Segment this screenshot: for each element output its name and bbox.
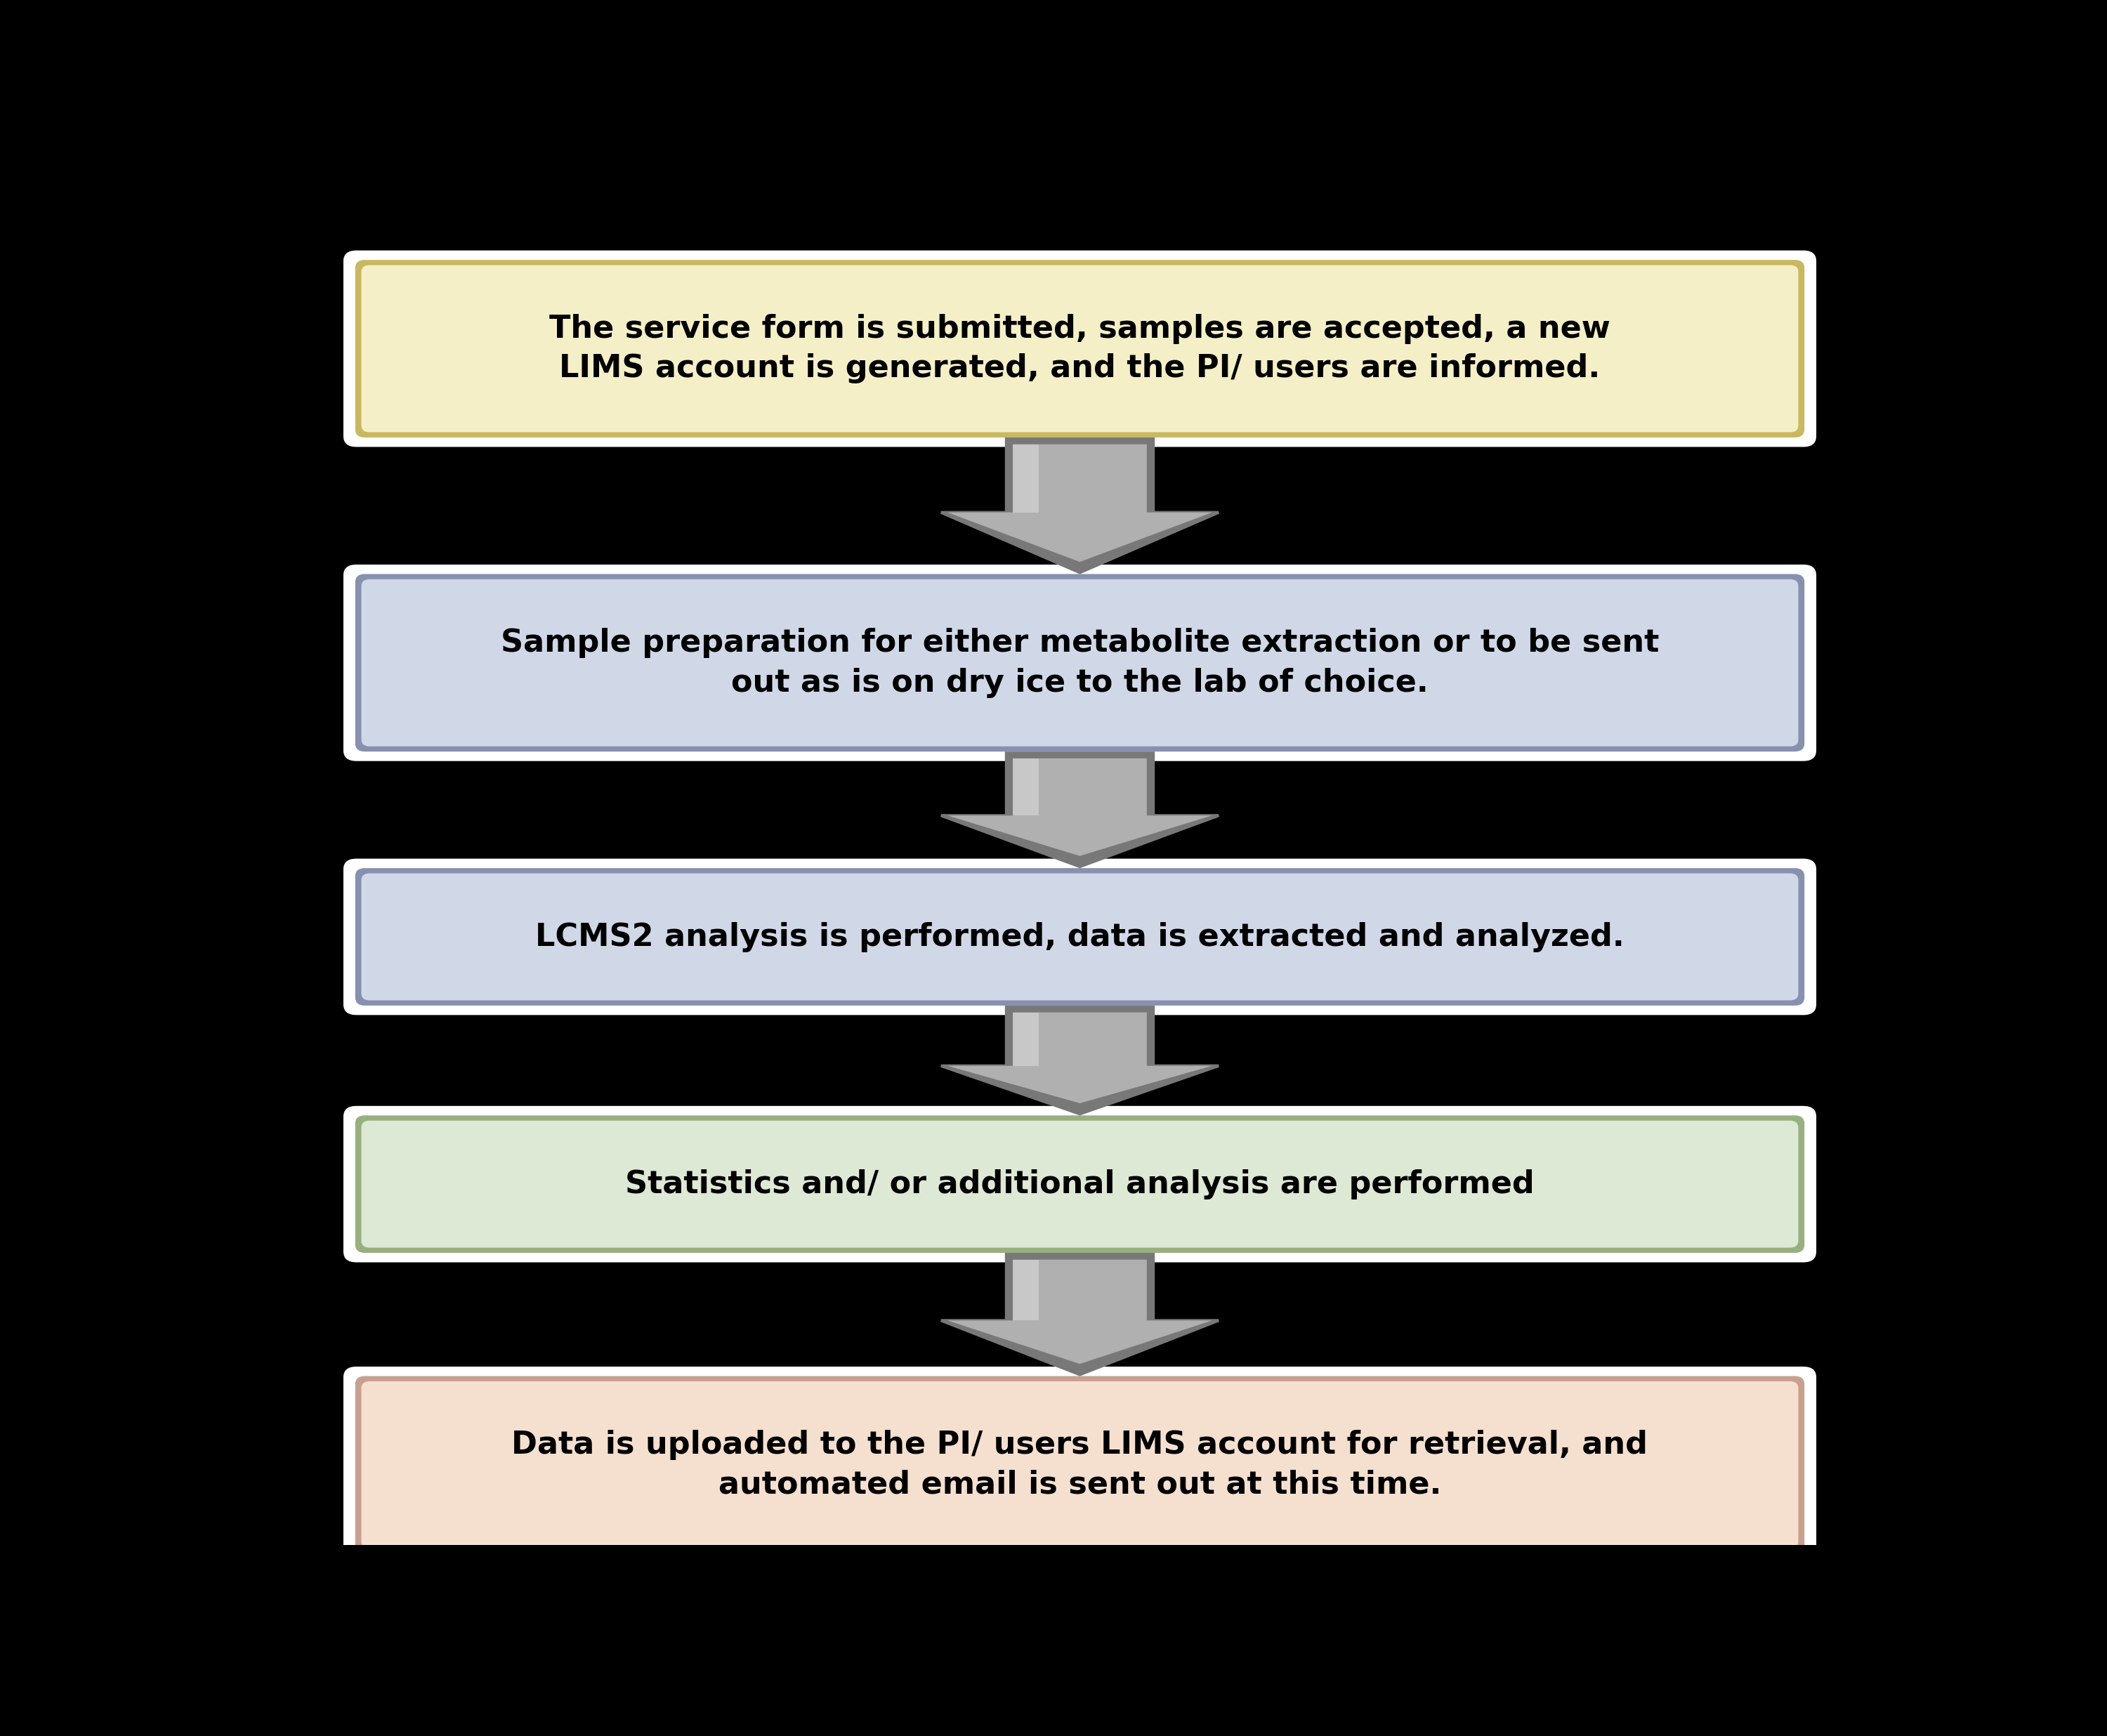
- Polygon shape: [948, 1012, 1212, 1104]
- FancyBboxPatch shape: [362, 266, 1799, 432]
- Polygon shape: [942, 753, 1218, 866]
- Polygon shape: [942, 1007, 1218, 1115]
- Text: The service form is submitted, samples are accepted, a new
LIMS account is gener: The service form is submitted, samples a…: [550, 314, 1610, 384]
- Text: LCMS2 analysis is performed, data is extracted and analyzed.: LCMS2 analysis is performed, data is ext…: [535, 922, 1624, 951]
- FancyBboxPatch shape: [356, 870, 1804, 1005]
- FancyBboxPatch shape: [356, 575, 1804, 750]
- Polygon shape: [942, 1255, 1218, 1375]
- FancyBboxPatch shape: [356, 1116, 1804, 1252]
- Polygon shape: [1013, 759, 1039, 816]
- Polygon shape: [1013, 1260, 1039, 1321]
- FancyBboxPatch shape: [362, 873, 1799, 1000]
- Text: Data is uploaded to the PI/ users LIMS account for retrieval, and
automated emai: Data is uploaded to the PI/ users LIMS a…: [512, 1430, 1648, 1500]
- Text: Statistics and/ or additional analysis are performed: Statistics and/ or additional analysis a…: [626, 1168, 1534, 1200]
- Polygon shape: [1013, 1012, 1039, 1066]
- Polygon shape: [942, 439, 1218, 573]
- FancyBboxPatch shape: [362, 580, 1799, 746]
- FancyBboxPatch shape: [362, 1382, 1799, 1549]
- FancyBboxPatch shape: [356, 1377, 1804, 1552]
- Polygon shape: [948, 444, 1212, 562]
- FancyBboxPatch shape: [343, 564, 1816, 760]
- Text: Sample preparation for either metabolite extraction or to be sent
out as is on d: Sample preparation for either metabolite…: [501, 628, 1658, 698]
- FancyBboxPatch shape: [343, 1366, 1816, 1562]
- Polygon shape: [1013, 444, 1039, 512]
- FancyBboxPatch shape: [356, 260, 1804, 436]
- FancyBboxPatch shape: [343, 250, 1816, 446]
- FancyBboxPatch shape: [343, 1106, 1816, 1262]
- Polygon shape: [948, 759, 1212, 856]
- FancyBboxPatch shape: [362, 1121, 1799, 1248]
- FancyBboxPatch shape: [343, 859, 1816, 1016]
- Polygon shape: [948, 1260, 1212, 1364]
